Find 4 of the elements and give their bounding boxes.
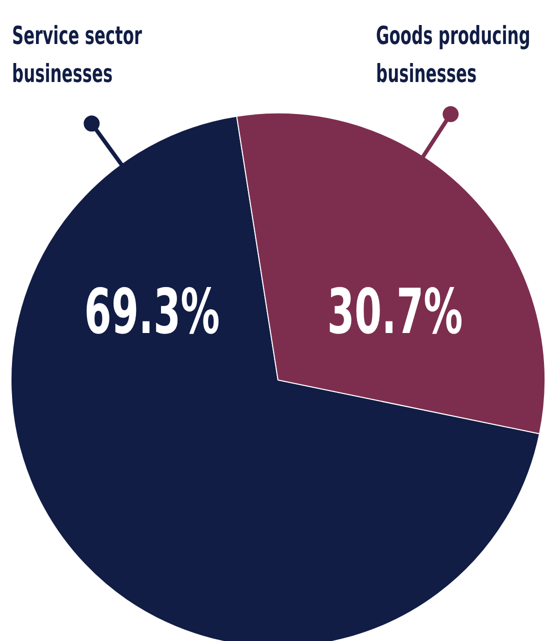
- data-label: 30.7%: [327, 275, 463, 348]
- slice-label: Service sector businesses: [12, 22, 142, 89]
- data-label: 69.3%: [84, 275, 220, 348]
- slice-label: Goods producing businesses: [376, 22, 530, 89]
